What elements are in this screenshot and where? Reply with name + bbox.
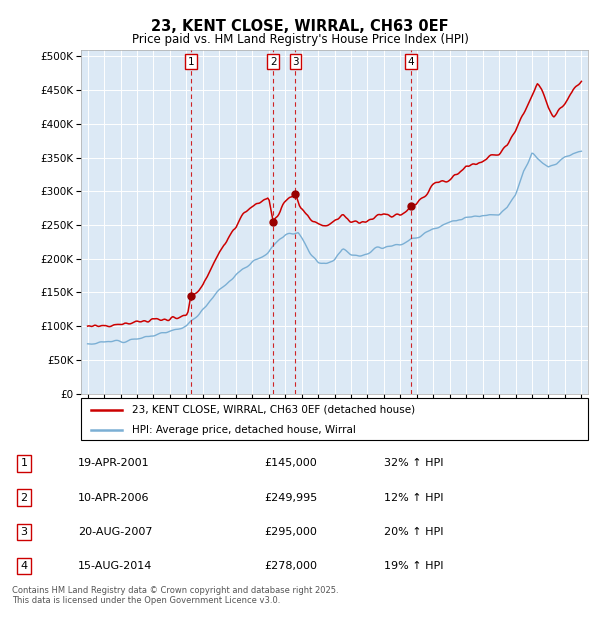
Text: 2: 2 [20, 492, 28, 503]
Text: 19% ↑ HPI: 19% ↑ HPI [384, 560, 443, 571]
Text: 3: 3 [20, 526, 28, 537]
Text: HPI: Average price, detached house, Wirral: HPI: Average price, detached house, Wirr… [132, 425, 356, 435]
Text: 4: 4 [407, 56, 414, 66]
Text: 10-APR-2006: 10-APR-2006 [78, 492, 149, 503]
Text: 32% ↑ HPI: 32% ↑ HPI [384, 458, 443, 469]
Text: 2: 2 [270, 56, 277, 66]
Text: £295,000: £295,000 [264, 526, 317, 537]
Text: Price paid vs. HM Land Registry's House Price Index (HPI): Price paid vs. HM Land Registry's House … [131, 33, 469, 46]
Text: 20% ↑ HPI: 20% ↑ HPI [384, 526, 443, 537]
Text: 19-APR-2001: 19-APR-2001 [78, 458, 149, 469]
Text: 20-AUG-2007: 20-AUG-2007 [78, 526, 152, 537]
Text: £145,000: £145,000 [264, 458, 317, 469]
Text: 15-AUG-2014: 15-AUG-2014 [78, 560, 152, 571]
Text: Contains HM Land Registry data © Crown copyright and database right 2025.
This d: Contains HM Land Registry data © Crown c… [12, 586, 338, 605]
Text: 23, KENT CLOSE, WIRRAL, CH63 0EF: 23, KENT CLOSE, WIRRAL, CH63 0EF [151, 19, 449, 33]
Text: 1: 1 [188, 56, 194, 66]
Text: 23, KENT CLOSE, WIRRAL, CH63 0EF (detached house): 23, KENT CLOSE, WIRRAL, CH63 0EF (detach… [132, 405, 415, 415]
FancyBboxPatch shape [81, 398, 588, 440]
Text: 12% ↑ HPI: 12% ↑ HPI [384, 492, 443, 503]
Text: 4: 4 [20, 560, 28, 571]
Text: 3: 3 [292, 56, 299, 66]
Text: 1: 1 [20, 458, 28, 469]
Text: £278,000: £278,000 [264, 560, 317, 571]
Text: £249,995: £249,995 [264, 492, 317, 503]
